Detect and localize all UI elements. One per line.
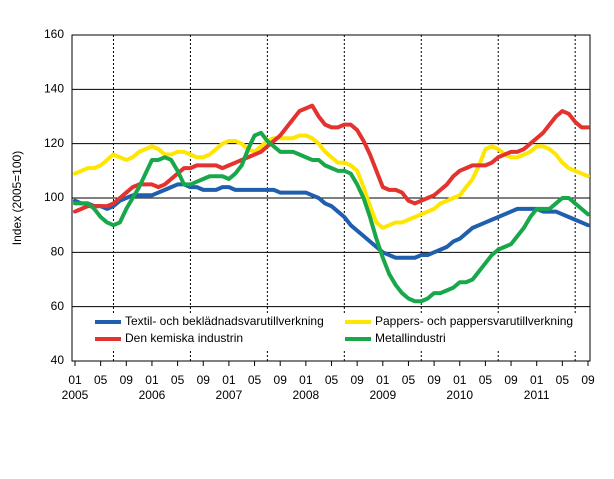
- y-tick-label: 40: [51, 353, 65, 367]
- x-tick-label: 09: [197, 373, 211, 387]
- y-tick-label: 120: [44, 136, 64, 150]
- x-tick-label: 01: [145, 373, 159, 387]
- y-tick-label: 80: [51, 245, 65, 259]
- x-tick-label: 05: [171, 373, 185, 387]
- series-line: [73, 133, 590, 230]
- x-tick-label: 05: [325, 373, 339, 387]
- x-year-label: 2008: [292, 388, 319, 402]
- legend-label: Pappers- och pappersvarutillverkning: [375, 314, 573, 328]
- x-tick-label: 05: [556, 373, 570, 387]
- x-year-label: 2009: [369, 388, 396, 402]
- x-tick-label: 09: [504, 373, 518, 387]
- series-line: [73, 130, 590, 304]
- x-year-label: 2007: [216, 388, 243, 402]
- x-tick-label: 05: [248, 373, 262, 387]
- y-tick-label: 160: [44, 27, 64, 41]
- x-tick-label: 01: [453, 373, 467, 387]
- y-axis-label: Index (2005=100): [10, 151, 24, 245]
- legend-label: Den kemiska industrin: [125, 331, 243, 345]
- x-tick-label: 05: [94, 373, 108, 387]
- x-tick-label: 01: [530, 373, 544, 387]
- x-year-label: 2011: [524, 388, 550, 402]
- x-tick-label: 09: [350, 373, 364, 387]
- legend-label: Metallindustri: [375, 331, 446, 345]
- x-year-label: 2005: [62, 388, 89, 402]
- y-tick-label: 100: [44, 190, 64, 204]
- x-tick-label: 09: [274, 373, 288, 387]
- x-year-label: 2010: [446, 388, 473, 402]
- x-tick-label: 05: [402, 373, 416, 387]
- series-line: [73, 182, 590, 260]
- y-tick-label: 60: [51, 299, 65, 313]
- legend-box: [85, 313, 585, 351]
- legend-label: Textil- och beklädnadsvarutillverkning: [125, 314, 324, 328]
- x-tick-label: 01: [222, 373, 236, 387]
- x-tick-label: 01: [299, 373, 313, 387]
- y-tick-label: 140: [44, 82, 64, 96]
- plot-frame: [71, 34, 591, 362]
- x-tick-label: 09: [581, 373, 595, 387]
- x-year-label: 2006: [139, 388, 166, 402]
- series-line: [73, 103, 590, 214]
- x-tick-label: 05: [479, 373, 493, 387]
- x-tick-label: 01: [376, 373, 390, 387]
- x-tick-label: 09: [427, 373, 441, 387]
- x-tick-label: 09: [120, 373, 134, 387]
- x-tick-label: 01: [68, 373, 82, 387]
